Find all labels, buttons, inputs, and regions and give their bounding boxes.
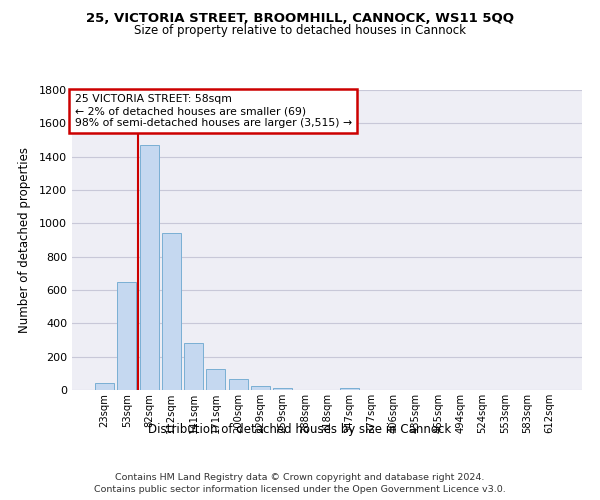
Bar [251,386,270,390]
Text: 25, VICTORIA STREET, BROOMHILL, CANNOCK, WS11 5QQ: 25, VICTORIA STREET, BROOMHILL, CANNOCK,… [86,12,514,26]
Bar [184,342,203,390]
Text: Contains HM Land Registry data © Crown copyright and database right 2024.: Contains HM Land Registry data © Crown c… [115,472,485,482]
Bar [140,145,158,390]
Text: Distribution of detached houses by size in Cannock: Distribution of detached houses by size … [148,422,452,436]
Text: 25 VICTORIA STREET: 58sqm
← 2% of detached houses are smaller (69)
98% of semi-d: 25 VICTORIA STREET: 58sqm ← 2% of detach… [74,94,352,128]
Y-axis label: Number of detached properties: Number of detached properties [17,147,31,333]
Bar [118,282,136,390]
Bar [273,388,292,390]
Text: Size of property relative to detached houses in Cannock: Size of property relative to detached ho… [134,24,466,37]
Bar [162,234,181,390]
Bar [95,384,114,390]
Bar [340,388,359,390]
Text: Contains public sector information licensed under the Open Government Licence v3: Contains public sector information licen… [94,485,506,494]
Bar [229,379,248,390]
Bar [206,369,225,390]
